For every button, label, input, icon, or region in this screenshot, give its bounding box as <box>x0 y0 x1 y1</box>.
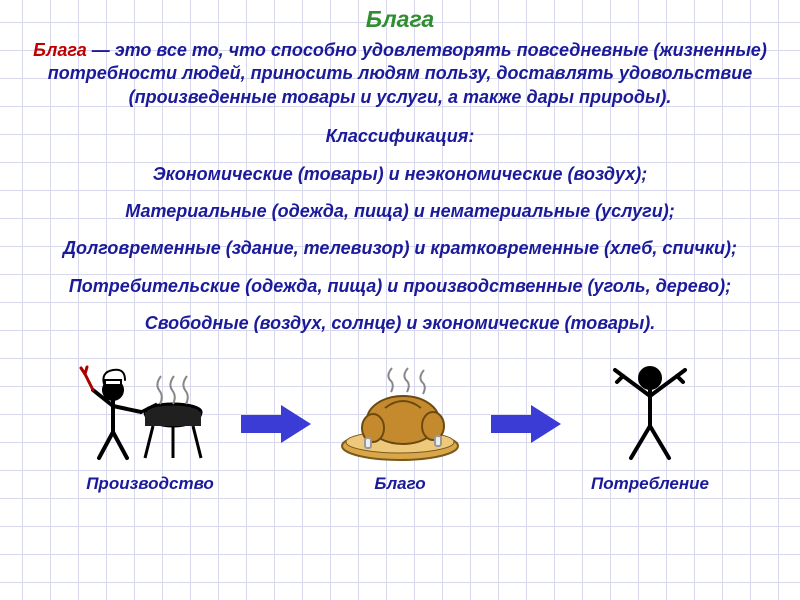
flow-label: Потребление <box>591 474 709 494</box>
classification-line: Свободные (воздух, солнце) и экономическ… <box>0 298 800 335</box>
arrow-right-icon <box>485 369 565 479</box>
classification-line: Экономические (товары) и неэкономические… <box>0 149 800 186</box>
page-title: Блага <box>0 0 800 33</box>
classification-line: Потребительские (одежда, пища) и произво… <box>0 261 800 298</box>
classification-line: Материальные (одежда, пища) и нематериал… <box>0 186 800 223</box>
cook-grill-icon <box>75 354 225 464</box>
flow-label: Благо <box>374 474 425 494</box>
definition-text: — это все то, что способно удовлетворять… <box>48 40 767 107</box>
chicken-dish-icon <box>325 354 475 464</box>
flow-item-consumption: Потребление <box>575 354 725 494</box>
classification-line: Долговременные (здание, телевизор) и кра… <box>0 223 800 260</box>
arrow-right-icon <box>235 369 315 479</box>
classification-heading: Классификация: <box>0 109 800 148</box>
person-excited-icon <box>575 354 725 464</box>
flow-label: Производство <box>86 474 214 494</box>
flow-item-production: Производство <box>75 354 225 494</box>
definition-term: Блага <box>33 40 87 60</box>
process-flow: Производство <box>0 354 800 494</box>
definition-paragraph: Блага — это все то, что способно удовлет… <box>0 33 800 109</box>
flow-item-good: Благо <box>325 354 475 494</box>
